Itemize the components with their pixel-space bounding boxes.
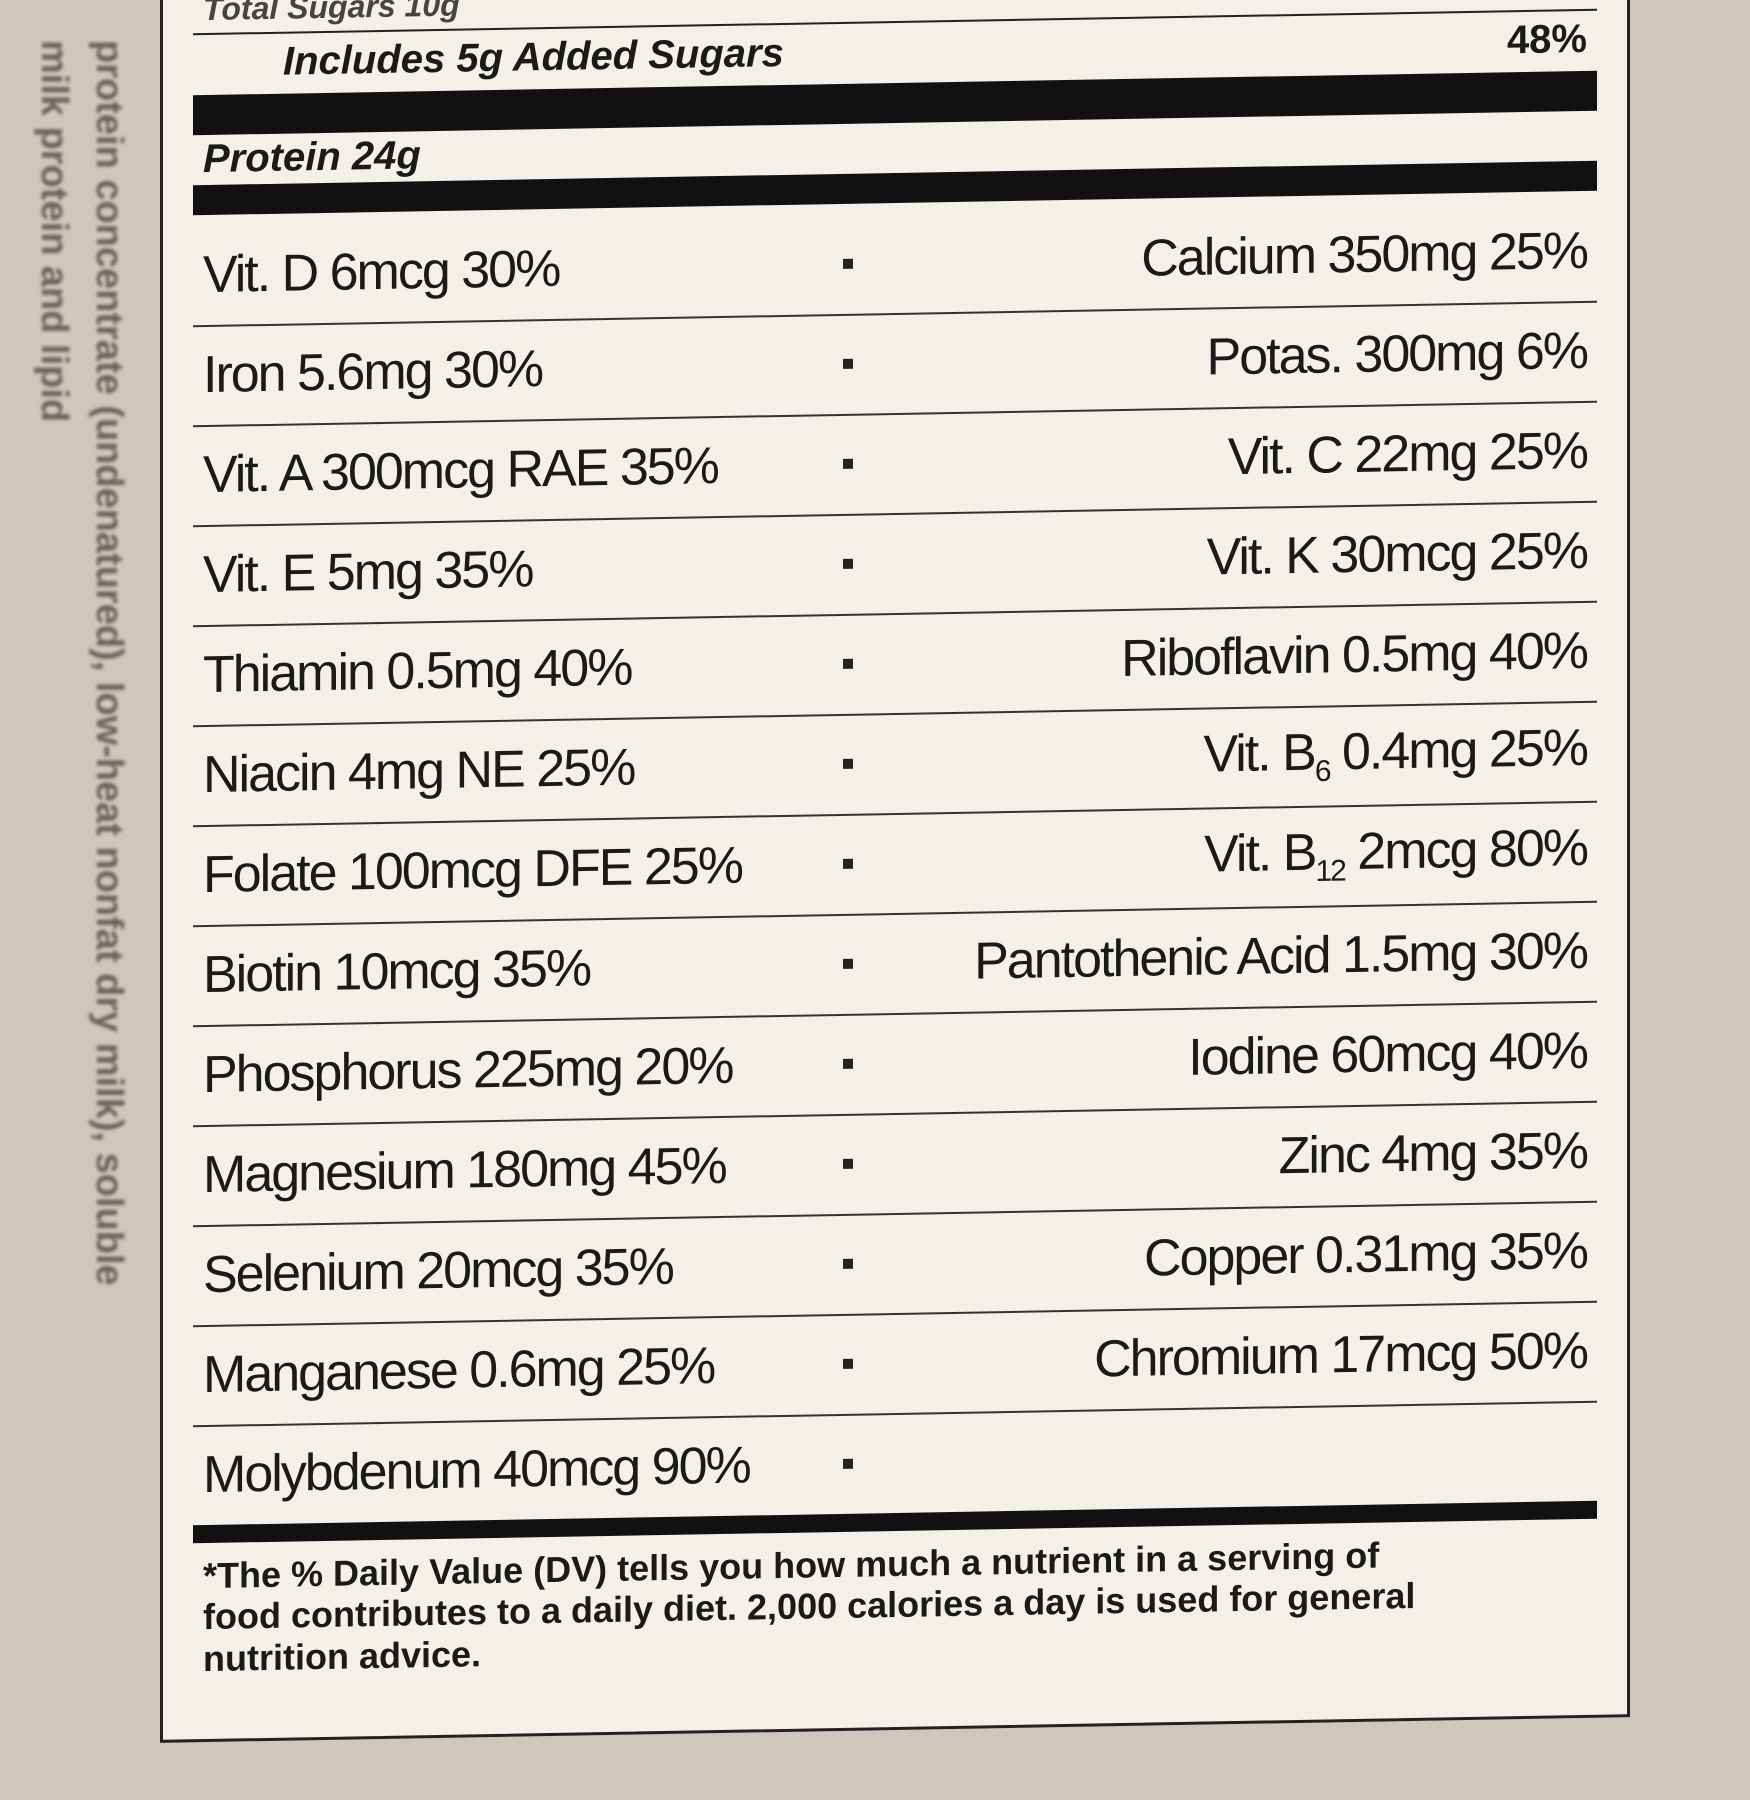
nutrient-right: Calcium 350mg 25% bbox=[1141, 221, 1587, 288]
nutrient-right: Vit. C 22mg 25% bbox=[1227, 421, 1587, 487]
nutrient-left: Molybdenum 40mcg 90% bbox=[203, 1436, 750, 1505]
nutrient-left: Niacin 4mg NE 25% bbox=[203, 738, 635, 805]
nutrient-text: Vit. B bbox=[1204, 823, 1316, 884]
nutrient-right bbox=[873, 1451, 1597, 1464]
nutrient-right: Potas. 300mg 6% bbox=[1206, 321, 1587, 387]
bullet bbox=[843, 958, 853, 969]
nutrient-right: Vit. K 30mcg 25% bbox=[1206, 521, 1587, 587]
nutrient-left: Vit. D 6mcg 30% bbox=[203, 239, 560, 305]
nutrient-left: Iron 5.6mg 30% bbox=[203, 340, 543, 405]
bullet bbox=[843, 558, 853, 569]
bullet bbox=[843, 858, 853, 869]
nutrient-left: Biotin 10mcg 35% bbox=[203, 939, 591, 1005]
nutrient-left: Phosphorus 225mg 20% bbox=[203, 1036, 733, 1105]
footnote: *The % Daily Value (DV) tells you how mu… bbox=[203, 1534, 1416, 1679]
nutrient-right: Vit. B6 0.4mg 25% bbox=[873, 718, 1597, 797]
nutrient-left: Manganese 0.6mg 25% bbox=[203, 1337, 715, 1405]
bullet bbox=[843, 1158, 853, 1169]
side-line: protein concentrate (undenatured), low-h… bbox=[88, 40, 130, 1286]
nutrient-left: Vit. E 5mg 35% bbox=[203, 540, 533, 605]
nutrient-right: Pantothenic Acid 1.5mg 30% bbox=[974, 921, 1587, 991]
side-text: protein concentrate (undenatured), low-h… bbox=[20, 40, 140, 1740]
nutrient-text: Vit. B bbox=[1203, 723, 1315, 784]
subscript: 12 bbox=[1315, 854, 1345, 888]
nutrition-label: Total Sugars 10g Includes 5g Added Sugar… bbox=[160, 0, 1630, 1743]
nutrient-right: Riboflavin 0.5mg 40% bbox=[1121, 621, 1587, 689]
bullet bbox=[843, 758, 853, 769]
nutrient-right: Chromium 17mcg 50% bbox=[1094, 1321, 1587, 1389]
bullet bbox=[843, 1458, 853, 1469]
side-line: milk protein and lipid bbox=[33, 40, 75, 423]
nutrient-text: 2mcg 80% bbox=[1344, 818, 1587, 881]
bullet bbox=[843, 258, 853, 269]
bullet bbox=[843, 458, 853, 469]
nutrient-right: Vit. B12 2mcg 80% bbox=[873, 818, 1597, 897]
subscript: 6 bbox=[1314, 754, 1330, 788]
nutrient-left: Magnesium 180mg 45% bbox=[203, 1136, 726, 1205]
nutrient-left: Folate 100mcg DFE 25% bbox=[203, 836, 742, 905]
nutrient-text: 0.4mg 25% bbox=[1329, 718, 1587, 782]
bullet bbox=[843, 1358, 853, 1369]
nutrient-right: Zinc 4mg 35% bbox=[1278, 1121, 1587, 1186]
bullet bbox=[843, 658, 853, 669]
nutrient-right: Iodine 60mcg 40% bbox=[1188, 1021, 1587, 1087]
bullet bbox=[843, 1258, 853, 1269]
nutrient-right: Copper 0.31mg 35% bbox=[1144, 1221, 1587, 1288]
nutrient-left: Selenium 20mcg 35% bbox=[203, 1237, 673, 1305]
nutrient-left: Thiamin 0.5mg 40% bbox=[203, 638, 632, 705]
nutrient-left: Vit. A 300mcg RAE 35% bbox=[203, 437, 718, 505]
bullet bbox=[843, 1058, 853, 1069]
bullet bbox=[843, 358, 853, 369]
